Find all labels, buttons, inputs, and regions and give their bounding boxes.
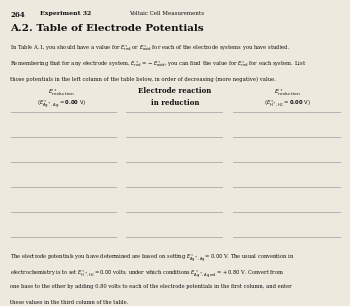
Text: $E^\circ_\mathrm{reduction}$: $E^\circ_\mathrm{reduction}$ <box>48 87 75 98</box>
Text: Electrode reaction: Electrode reaction <box>138 87 212 95</box>
Text: $(E^\circ_{\mathrm{H^+,\,H_2}} = \mathbf{0.00}$ V): $(E^\circ_{\mathrm{H^+,\,H_2}} = \mathbf… <box>264 99 310 109</box>
Text: $E^\circ_\mathrm{reduction}$: $E^\circ_\mathrm{reduction}$ <box>274 87 300 98</box>
Text: Remembering that for any electrode system, $E^\circ_\mathrm{red} = -E^\circ_\mat: Remembering that for any electrode syste… <box>10 60 307 69</box>
Text: in reduction: in reduction <box>151 99 199 106</box>
Text: A.2. Table of Electrode Potentials: A.2. Table of Electrode Potentials <box>10 24 204 33</box>
Text: Experiment 32: Experiment 32 <box>40 11 91 16</box>
Text: In Table A.1, you should have a value for $E^\circ_\mathrm{red}$ or $E^\circ_\ma: In Table A.1, you should have a value fo… <box>10 43 291 53</box>
Text: electrochemistry is to set $E^\circ_{\mathrm{H^+,H_2}} = 0.00$ volts, under whic: electrochemistry is to set $E^\circ_{\ma… <box>10 268 285 280</box>
Text: one base to the other by adding 0.80 volts to each of the electrode potentials i: one base to the other by adding 0.80 vol… <box>10 284 292 289</box>
Text: 264: 264 <box>10 11 25 19</box>
Text: The electrode potentials you have determined are based on setting $E^\circ_{\mat: The electrode potentials you have determ… <box>10 252 295 264</box>
Text: $(E^\circ_{\mathrm{Ag^+,\,Ag}} = \mathbf{0.00}$ V): $(E^\circ_{\mathrm{Ag^+,\,Ag}} = \mathbf… <box>37 99 86 110</box>
Text: Voltaic Cell Measurements: Voltaic Cell Measurements <box>130 11 204 16</box>
Text: those potentials in the left column of the table below, in order of decreasing (: those potentials in the left column of t… <box>10 76 276 82</box>
Text: these values in the third column of the table.: these values in the third column of the … <box>10 300 129 305</box>
